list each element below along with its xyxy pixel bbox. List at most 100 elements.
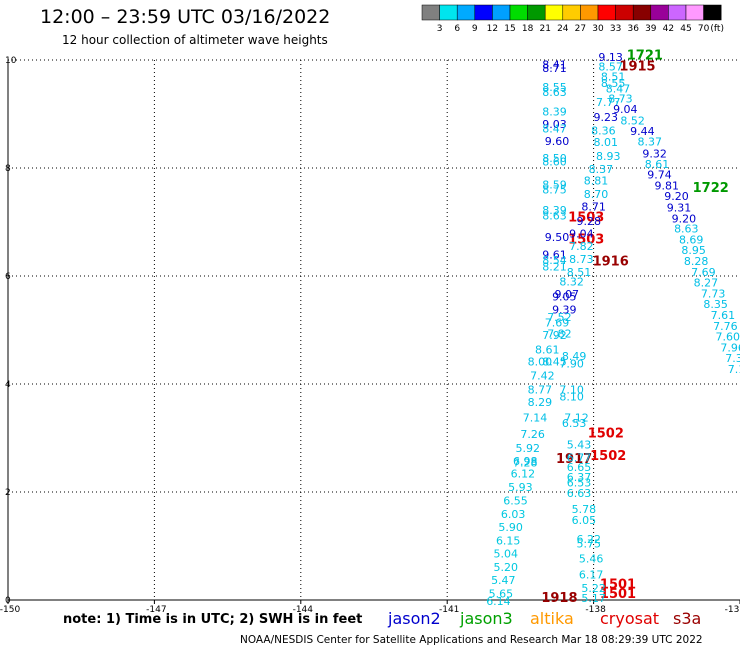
legend-jason3: jason3 — [460, 609, 513, 628]
wave-height-label: 8.55 — [601, 77, 626, 90]
wave-height-label: 8.36 — [591, 124, 616, 137]
wave-height-label: 8.73 — [569, 253, 594, 266]
wave-height-label: 7.10 — [559, 383, 584, 396]
wave-height-label: 6.12 — [511, 468, 536, 481]
wave-height-label: 8.95 — [681, 244, 706, 257]
y-tick-label: 10 — [5, 56, 17, 66]
colorbar-label: 18 — [522, 24, 534, 34]
wave-height-label: 5.93 — [508, 481, 533, 494]
time-label: 1501 — [600, 577, 636, 592]
wave-height-label: 5.17 — [581, 592, 606, 605]
wave-height-label: 7.19 — [728, 363, 740, 376]
wave-height-label: 8.41 — [542, 58, 567, 71]
wave-height-label: 7.92 — [542, 329, 567, 342]
legend-altika: altika — [530, 609, 574, 628]
time-label: 1501 — [600, 587, 636, 602]
wave-height-label: 5.92 — [515, 442, 540, 455]
wave-height-label: 8.27 — [694, 277, 719, 290]
wave-height-label: 5.78 — [572, 503, 597, 516]
wave-height-label: 7.28 — [513, 456, 538, 469]
colorbar-legend: 3 6 9 12 15 18 21 24 27 30 33 36 39 42 45 70 (ft) — [421, 4, 724, 34]
wave-height-label: 8.75 — [542, 184, 567, 197]
wave-height-label: 7.52 — [547, 311, 572, 324]
footer-note: note: 1) Time is in UTC; 2) SWH is in fe… — [63, 612, 363, 627]
wave-height-label: 8.21 — [542, 260, 567, 273]
colorbar-label: 27 — [575, 24, 586, 34]
y-tick-label: 8 — [5, 164, 11, 174]
wave-height-label: 8.59 — [542, 178, 567, 191]
time-label: 1721 — [627, 49, 663, 64]
time-label: 1502 — [590, 449, 626, 464]
time-label: 1916 — [593, 254, 629, 269]
wave-height-label: 8.60 — [542, 156, 567, 169]
wave-height-label: 6.03 — [501, 508, 526, 521]
wave-height-label: 8.51 — [601, 70, 626, 83]
colorbar-label: 3 — [437, 24, 443, 34]
wave-height-label: 9.32 — [642, 148, 667, 161]
footer-credit: NOAA/NESDIS Center for Satellite Applica… — [240, 634, 703, 646]
time-label: 1917 — [556, 452, 592, 467]
wave-height-label: 7.96 — [720, 341, 740, 354]
x-tick-label: -13 — [725, 605, 740, 615]
wave-height-label: 6.53 — [562, 417, 587, 430]
wave-height-label: 8.63 — [542, 86, 567, 99]
wave-height-label: 8.63 — [674, 223, 699, 236]
wave-height-label: 7.42 — [530, 369, 555, 382]
wave-height-label: 8.37 — [589, 163, 614, 176]
wave-height-label: 5.75 — [576, 537, 601, 550]
time-label: 1918 — [541, 591, 577, 606]
wave-height-label: 9.28 — [576, 215, 601, 228]
wave-height-label: 9.03 — [542, 118, 567, 131]
wave-height-label: 9.05 — [552, 291, 577, 304]
wave-height-label: 7.14 — [523, 412, 548, 425]
wave-height-label: 7.61 — [711, 309, 736, 322]
wave-height-label: 8.69 — [679, 233, 704, 246]
wave-height-label: 6.37 — [567, 471, 592, 484]
wave-height-label: 5.43 — [567, 439, 592, 452]
x-tick-label: -150 — [0, 605, 20, 615]
wave-height-label: 5.46 — [579, 553, 604, 566]
x-tick-label: -144 — [293, 605, 314, 615]
wave-height-label: 8.93 — [596, 150, 621, 163]
wave-height-label: 8.61 — [535, 344, 560, 357]
colorbar-label: 6 — [454, 24, 460, 34]
wave-height-label: 8.50 — [542, 152, 567, 165]
wave-height-label: 5.22 — [581, 582, 606, 595]
wave-height-label: 8.63 — [542, 210, 567, 223]
wave-height-label: 5.47 — [491, 574, 516, 587]
wave-height-label: 9.07 — [555, 288, 580, 301]
wave-height-label: 7.26 — [520, 428, 545, 441]
colorbar-label: 39 — [645, 24, 657, 34]
wave-height-label: 8.39 — [542, 204, 567, 217]
wave-height-label: 6.17 — [579, 569, 604, 582]
wave-height-label: 9.50 — [545, 231, 570, 244]
colorbar-label: 45 — [680, 24, 691, 34]
x-tick-label: -141 — [439, 605, 459, 615]
wave-height-label: 5.90 — [498, 521, 523, 534]
wave-height-label: 9.31 — [667, 202, 692, 215]
colorbar-swatch — [703, 4, 722, 21]
wave-height-label: 9.39 — [552, 304, 577, 317]
wave-height-label: 9.61 — [542, 248, 567, 261]
wave-height-label: 6.15 — [496, 535, 521, 548]
wave-height-label: 8.35 — [703, 298, 728, 311]
wave-height-label: 6.53 — [567, 476, 592, 489]
wave-height-label: 8.81 — [584, 175, 609, 188]
chart-title: 12:00 – 23:59 UTC 03/16/2022 — [40, 6, 331, 28]
colorbar-label: 33 — [610, 24, 621, 34]
wave-height-label: 9.23 — [594, 111, 619, 124]
colorbar-label: 30 — [592, 24, 604, 34]
time-label: 1502 — [588, 427, 624, 442]
wave-height-label: 9.04 — [613, 103, 638, 116]
wave-height-label: 8.73 — [608, 92, 633, 105]
wave-height-label: 9.60 — [545, 135, 570, 148]
wave-height-label: 8.71 — [542, 62, 567, 75]
x-tick-label: -147 — [146, 605, 166, 615]
wave-height-label: 8.57 — [598, 61, 623, 74]
colorbar-label: 9 — [472, 24, 478, 34]
wave-height-label: 6.63 — [567, 487, 592, 500]
legend-jason2: jason2 — [388, 609, 441, 628]
colorbar-label: 24 — [557, 24, 569, 34]
wave-height-label: 9.20 — [664, 190, 689, 203]
